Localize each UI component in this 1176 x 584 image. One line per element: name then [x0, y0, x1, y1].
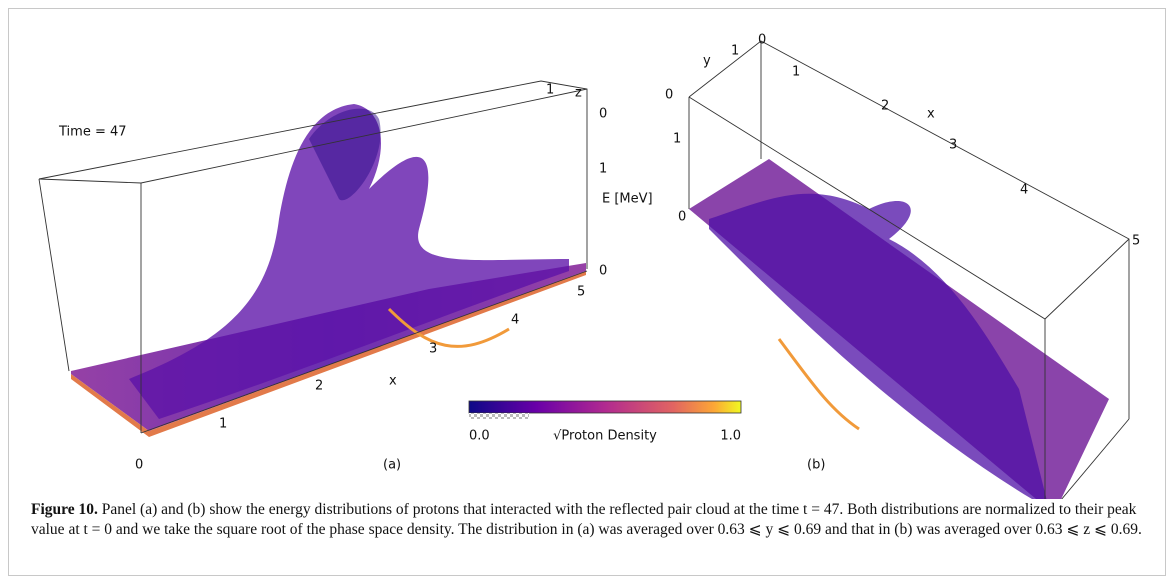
x-tick-label: 1 — [219, 417, 227, 432]
panel-a-box — [38, 80, 588, 434]
e-tick-label: 0 — [599, 107, 607, 122]
colorbar — [468, 400, 742, 419]
x-tick-label: 3 — [949, 138, 957, 153]
x-axis-label: x — [927, 107, 935, 122]
e-tick-label: 1 — [673, 132, 681, 147]
x-tick-label: 4 — [511, 313, 519, 328]
caption-label: Figure 10. — [31, 501, 98, 518]
y-tick-label: 1 — [731, 44, 739, 59]
x-tick-label: 4 — [1020, 183, 1028, 198]
panel-tag: (a) — [383, 458, 401, 473]
y-axis-label: y — [703, 54, 711, 69]
e-tick-label: 0 — [665, 88, 673, 103]
panel-b-render — [689, 159, 1109, 499]
x-tick-label: 0 — [135, 458, 143, 473]
x-tick-label: 2 — [315, 379, 323, 394]
panel-b-box — [688, 40, 1130, 499]
time-label: Time = 47 — [58, 125, 127, 140]
x-tick-label: 5 — [577, 285, 585, 300]
e-tick-label: 1 — [599, 162, 607, 177]
figure-graphic: Time = 47 1 z 0 1 E [MeV] 0 0 1 2 3 4 5 … — [38, 33, 1140, 499]
figure: Time = 47 1 z 0 1 E [MeV] 0 0 1 2 3 4 5 … — [8, 8, 1166, 576]
z-axis-label: z — [575, 86, 582, 101]
x-tick-label: 3 — [429, 342, 437, 357]
x-tick-label: 1 — [792, 65, 800, 80]
panel-tag: (b) — [807, 458, 825, 473]
e-axis-label: E [MeV] — [602, 192, 653, 207]
caption: Figure 10. Panel (a) and (b) show the en… — [31, 500, 1151, 540]
e-tick-label: 0 — [678, 210, 686, 225]
y-tick-label: 0 — [758, 33, 766, 48]
colorbar-min: 0.0 — [469, 429, 490, 444]
x-tick-label: 2 — [881, 99, 889, 114]
colorbar-label: √Proton Density — [553, 429, 657, 444]
z-tick-label: 1 — [546, 83, 554, 98]
e-tick-label: 0 — [599, 264, 607, 279]
x-tick-label: 5 — [1132, 234, 1140, 249]
panel-a-render — [71, 104, 586, 437]
x-axis-label: x — [389, 374, 397, 389]
caption-text: Panel (a) and (b) show the energy distri… — [31, 501, 1142, 538]
colorbar-max: 1.0 — [720, 429, 741, 444]
